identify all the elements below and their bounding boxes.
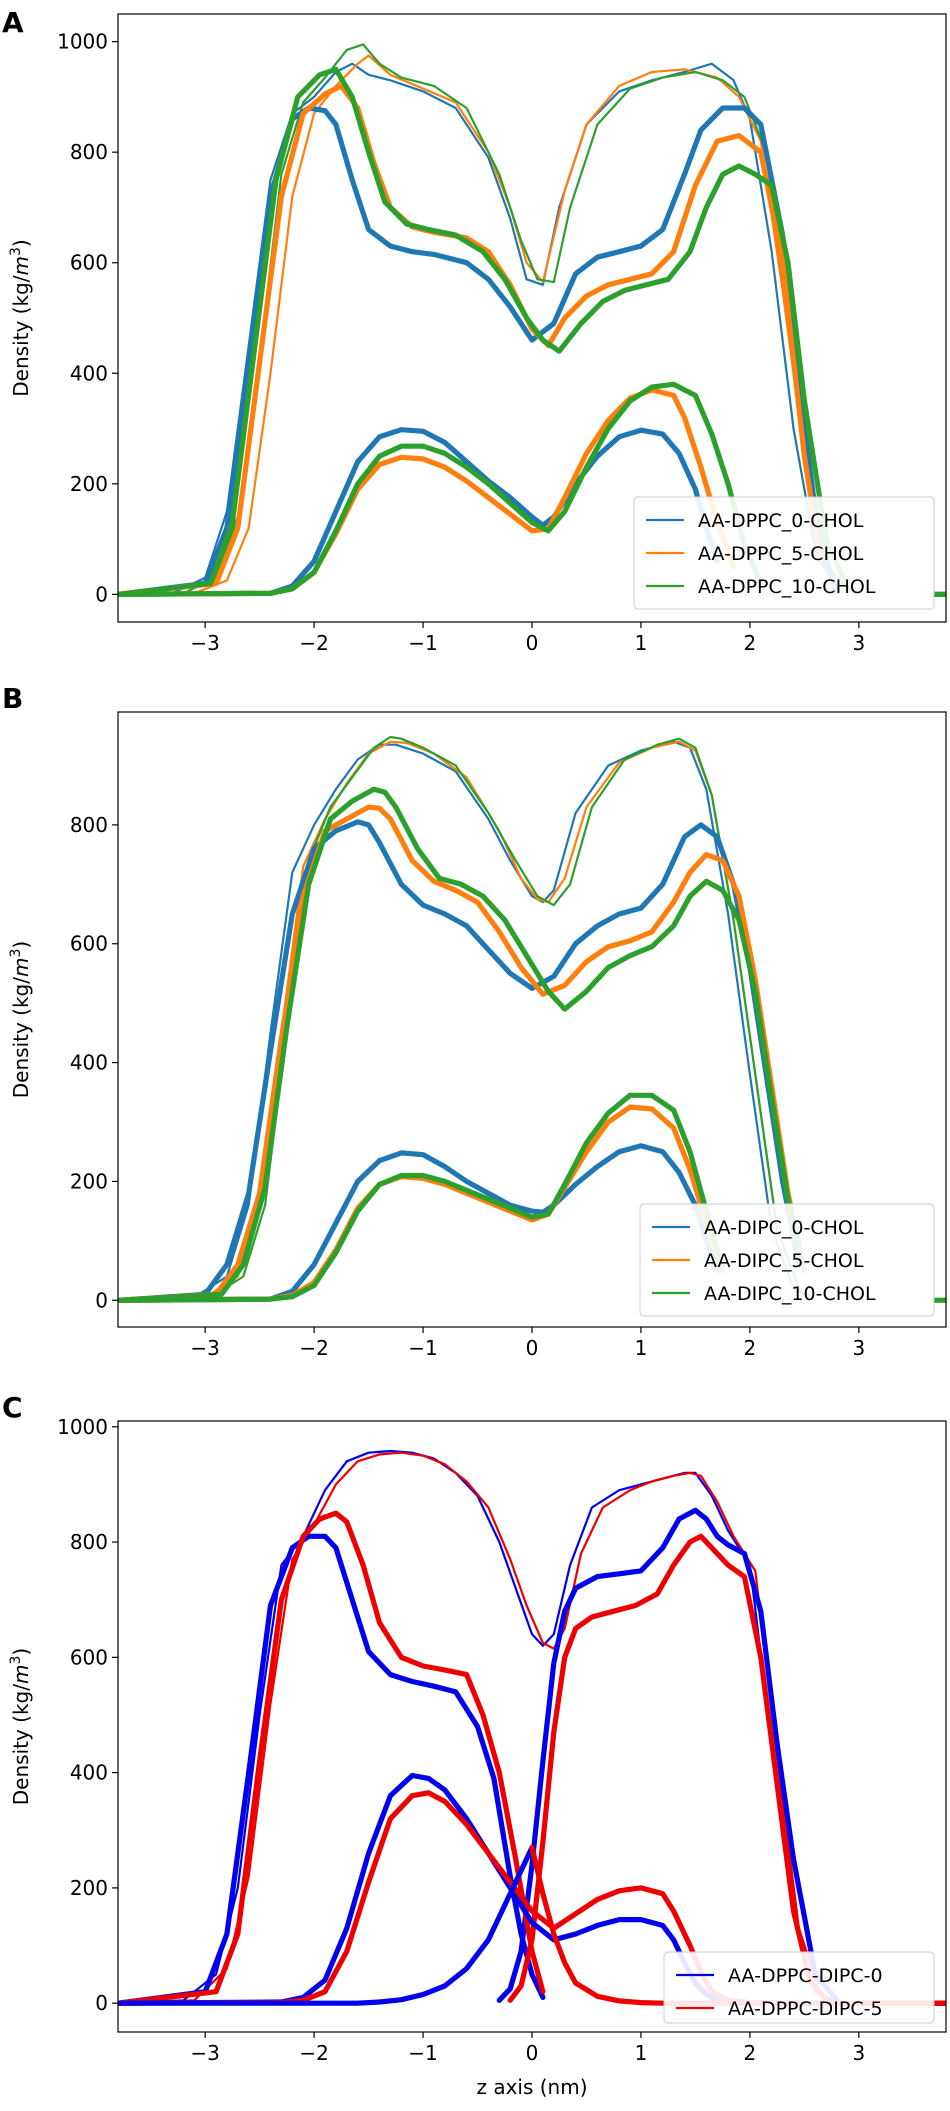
series-line-aa-dipc-5-chol-thick (118, 1104, 726, 1303)
series-line-aa-dppc-10-chol-thick (118, 66, 851, 598)
y-tick-label: 200 (70, 1876, 108, 1900)
x-tick-label: 1 (635, 1336, 648, 1360)
y-tick-label: 200 (70, 472, 108, 496)
y-tick-label: 600 (70, 251, 108, 275)
x-tick-label: 0 (526, 1336, 539, 1360)
x-tick-label: −2 (299, 631, 328, 655)
x-tick-label: −1 (408, 631, 437, 655)
x-tick-label: 1 (635, 2041, 648, 2065)
panel-letter: C (2, 1391, 23, 1424)
panel-a: −3 −2 −1 0 1 2 3 0 200 400 600 800 1000 Density (kg/m… (2, 6, 947, 655)
y-axis-label-unit: m (9, 256, 33, 275)
y-axis-label-exponent: 3 (8, 949, 24, 958)
legend-entry-label: AA-DPPC-DIPC-0 (728, 1965, 883, 1987)
y-axis-label-unit: m (9, 1665, 33, 1684)
y-axis-label: Density (kg/m3) (8, 941, 33, 1098)
x-tick-label: −3 (190, 2041, 219, 2065)
x-tick-label: −2 (299, 2041, 328, 2065)
y-axis-label-text: Density (kg/ (9, 1684, 33, 1805)
legend: AA-DPPC-DIPC-0 AA-DPPC-DIPC-5 (663, 1951, 935, 2024)
panel-letter: B (2, 682, 23, 715)
legend-entry-label: AA-DIPC_10-CHOL (704, 1283, 876, 1305)
y-axis-label: Density (kg/m3) (8, 239, 33, 396)
y-tick-label: 600 (70, 932, 108, 956)
legend: AA-DIPC_0-CHOL AA-DIPC_5-CHOL AA-DIPC_10-C… (639, 1203, 935, 1317)
series-line-aa-dipc-0-chol-thick (118, 819, 802, 1303)
y-tick-label: 200 (70, 1169, 108, 1193)
series-line-aa-dppc-0-chol-thick (118, 105, 840, 598)
x-tick-label: 3 (852, 1336, 865, 1360)
y-axis-label-close: ) (9, 1648, 33, 1656)
series-group (118, 43, 946, 598)
legend: AA-DPPC_0-CHOL AA-DPPC_5-CHOL AA-DPPC_10-C… (633, 496, 935, 610)
series-line-aa-dppc-10-chol-thick (118, 381, 764, 598)
y-axis-label: Density (kg/m3) (8, 1648, 33, 1805)
y-tick-label: 400 (70, 1051, 108, 1075)
legend-entry-label: AA-DPPC_0-CHOL (698, 510, 864, 532)
series-line-aa-dipc-10-chol-thick (118, 1092, 726, 1303)
y-tick-label: 1000 (57, 1415, 108, 1439)
x-tick-label: 2 (744, 631, 757, 655)
series-group (118, 1449, 946, 2006)
series-line-aa-dipc-0-chol-thin (118, 740, 817, 1302)
legend-box (633, 496, 935, 610)
legend-box (639, 1203, 935, 1317)
series-line-aa-dppc-dipc-0-thick (118, 1533, 546, 2006)
series-line-aa-dppc-dipc-5-thick (507, 1533, 829, 2003)
y-tick-label: 800 (70, 140, 108, 164)
x-tick-label: −1 (408, 2041, 437, 2065)
series-line-aa-dppc-0-chol-thick (118, 427, 720, 598)
y-axis-label-close: ) (9, 941, 33, 949)
y-axis-label-exponent: 3 (8, 247, 24, 256)
x-tick-label: 3 (852, 631, 865, 655)
y-axis-label-text: Density (kg/ (9, 977, 33, 1098)
legend-entry-label: AA-DPPC_10-CHOL (698, 576, 876, 598)
y-tick-label: 400 (70, 361, 108, 385)
y-axis-label-exponent: 3 (8, 1656, 24, 1665)
x-axis-label: z axis (nm) (476, 2075, 587, 2099)
y-tick-label: 0 (95, 1991, 108, 2015)
legend-box (663, 1951, 935, 2024)
x-tick-label: 2 (744, 1336, 757, 1360)
series-group (118, 735, 946, 1303)
x-tick-label: 0 (526, 631, 539, 655)
y-tick-label: 800 (70, 1530, 108, 1554)
x-tick-label: −3 (190, 631, 219, 655)
x-tick-label: 3 (852, 2041, 865, 2065)
series-line-aa-dppc-dipc-5-thick (118, 1510, 546, 2006)
series-line-aa-dppc-dipc-0-thick (496, 1507, 840, 2003)
x-tick-label: 1 (635, 631, 648, 655)
series-line-aa-dipc-0-chol-thick (118, 1143, 720, 1303)
panel-c: −3 −2 −1 0 1 2 3 0 200 400 600 800 1000 Density (kg/m… (2, 1391, 947, 2099)
y-tick-label: 800 (70, 813, 108, 837)
x-tick-label: −1 (408, 1336, 437, 1360)
y-axis-label-unit: m (9, 958, 33, 977)
y-tick-label: 600 (70, 1645, 108, 1669)
x-tick-label: −2 (299, 1336, 328, 1360)
x-tick-label: −3 (190, 1336, 219, 1360)
y-tick-label: 1000 (57, 30, 108, 54)
x-tick-label: 2 (744, 2041, 757, 2065)
legend-entry-label: AA-DPPC_5-CHOL (698, 543, 864, 565)
panel-letter: A (2, 6, 24, 39)
series-line-aa-dppc-dipc-0-thick (118, 1844, 535, 2006)
y-axis-label-text: Density (kg/ (9, 275, 33, 396)
series-line-aa-dipc-10-chol-thick (118, 786, 808, 1303)
y-tick-label: 400 (70, 1761, 108, 1785)
x-tick-label: 0 (526, 2041, 539, 2065)
y-tick-label: 0 (95, 582, 108, 606)
y-tick-label: 0 (95, 1288, 108, 1312)
y-axis-label-close: ) (9, 239, 33, 247)
legend-entry-label: AA-DIPC_5-CHOL (704, 1250, 864, 1272)
legend-entry-label: AA-DPPC-DIPC-5 (728, 1998, 883, 2020)
legend-entry-label: AA-DIPC_0-CHOL (704, 1217, 864, 1239)
